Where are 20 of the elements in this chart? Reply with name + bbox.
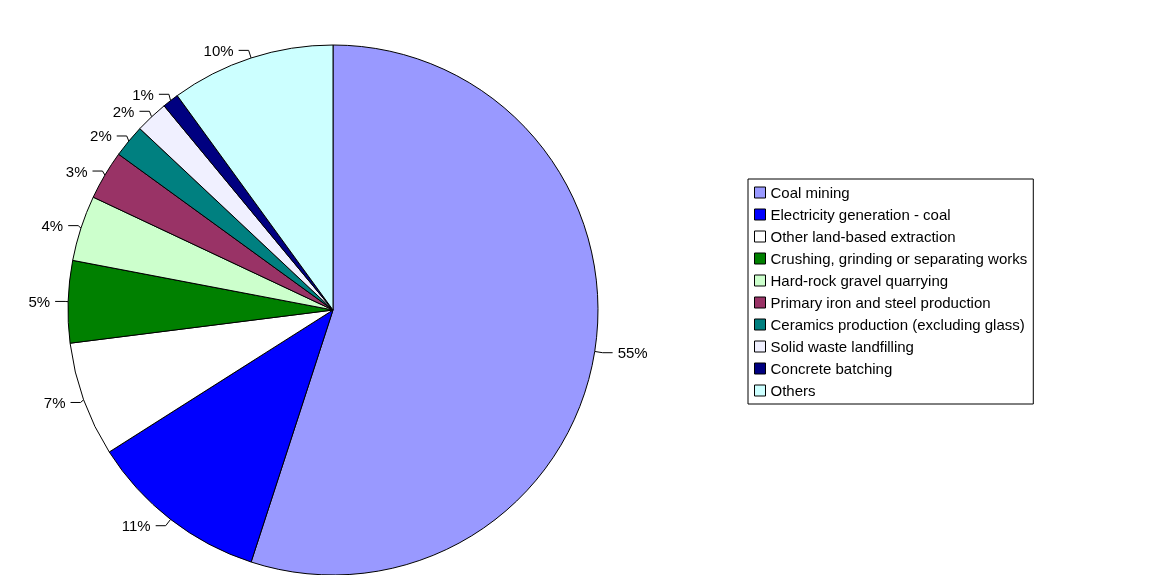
legend-label: Concrete batching bbox=[770, 360, 893, 377]
data-label: 55% bbox=[617, 344, 648, 362]
legend-label: Other land-based extraction bbox=[770, 228, 956, 245]
legend-label: Ceramics production (excluding glass) bbox=[770, 316, 1025, 333]
legend-label: Solid waste landfilling bbox=[770, 338, 914, 355]
legend-label: Primary iron and steel production bbox=[770, 294, 991, 311]
data-label: 2% bbox=[90, 127, 112, 145]
data-label: 3% bbox=[65, 162, 88, 180]
legend-label: Crushing, grinding or separating works bbox=[770, 250, 1028, 267]
data-label: 1% bbox=[132, 85, 154, 103]
legend-label: Electricity generation - coal bbox=[770, 206, 951, 223]
legend-label: Hard-rock gravel quarrying bbox=[770, 272, 949, 289]
data-label: 2% bbox=[112, 102, 135, 120]
legend-label: Others bbox=[770, 382, 816, 399]
data-label: 7% bbox=[43, 393, 66, 411]
data-label: 4% bbox=[41, 217, 64, 235]
data-label: 5% bbox=[28, 292, 51, 310]
data-label: 10% bbox=[203, 41, 234, 59]
data-label: 11% bbox=[121, 517, 151, 535]
legend-label: Coal mining bbox=[770, 184, 850, 201]
